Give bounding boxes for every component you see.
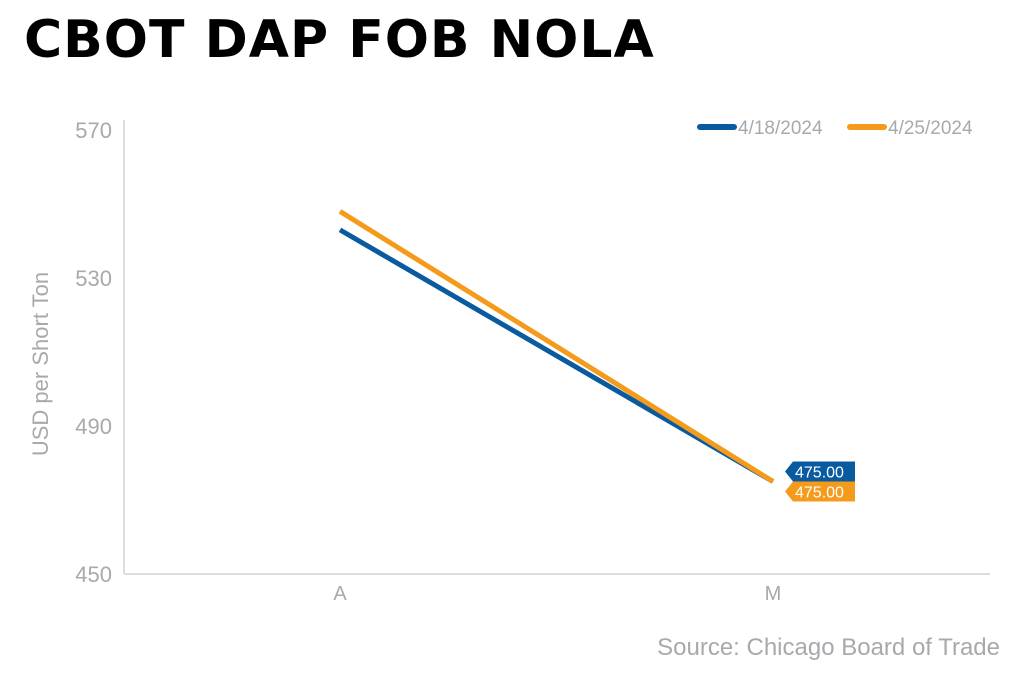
y-tick-label: 490 (75, 414, 112, 439)
series-line-2 (338, 209, 775, 484)
x-tick-label: A (333, 583, 347, 605)
chart-title: CBOT DAP FOB NOLA (24, 10, 655, 70)
legend-label-1: 4/18/2024 (738, 118, 823, 139)
y-tick-label: 530 (75, 266, 112, 291)
y-axis-label: USD per Short Ton (28, 272, 53, 456)
value-tag-2 (785, 481, 855, 502)
legend-label-2: 4/25/2024 (888, 118, 973, 139)
y-tick-label: 450 (75, 562, 112, 587)
value-tag-label-2: 475.00 (795, 485, 844, 502)
source-note: Source: Chicago Board of Trade (657, 634, 1000, 661)
x-tick-label: M (765, 583, 782, 605)
value-tag-1 (785, 461, 855, 482)
y-tick-label: 570 (75, 118, 112, 143)
series-line-1 (338, 227, 775, 484)
value-tag-label-1: 475.00 (795, 465, 844, 482)
